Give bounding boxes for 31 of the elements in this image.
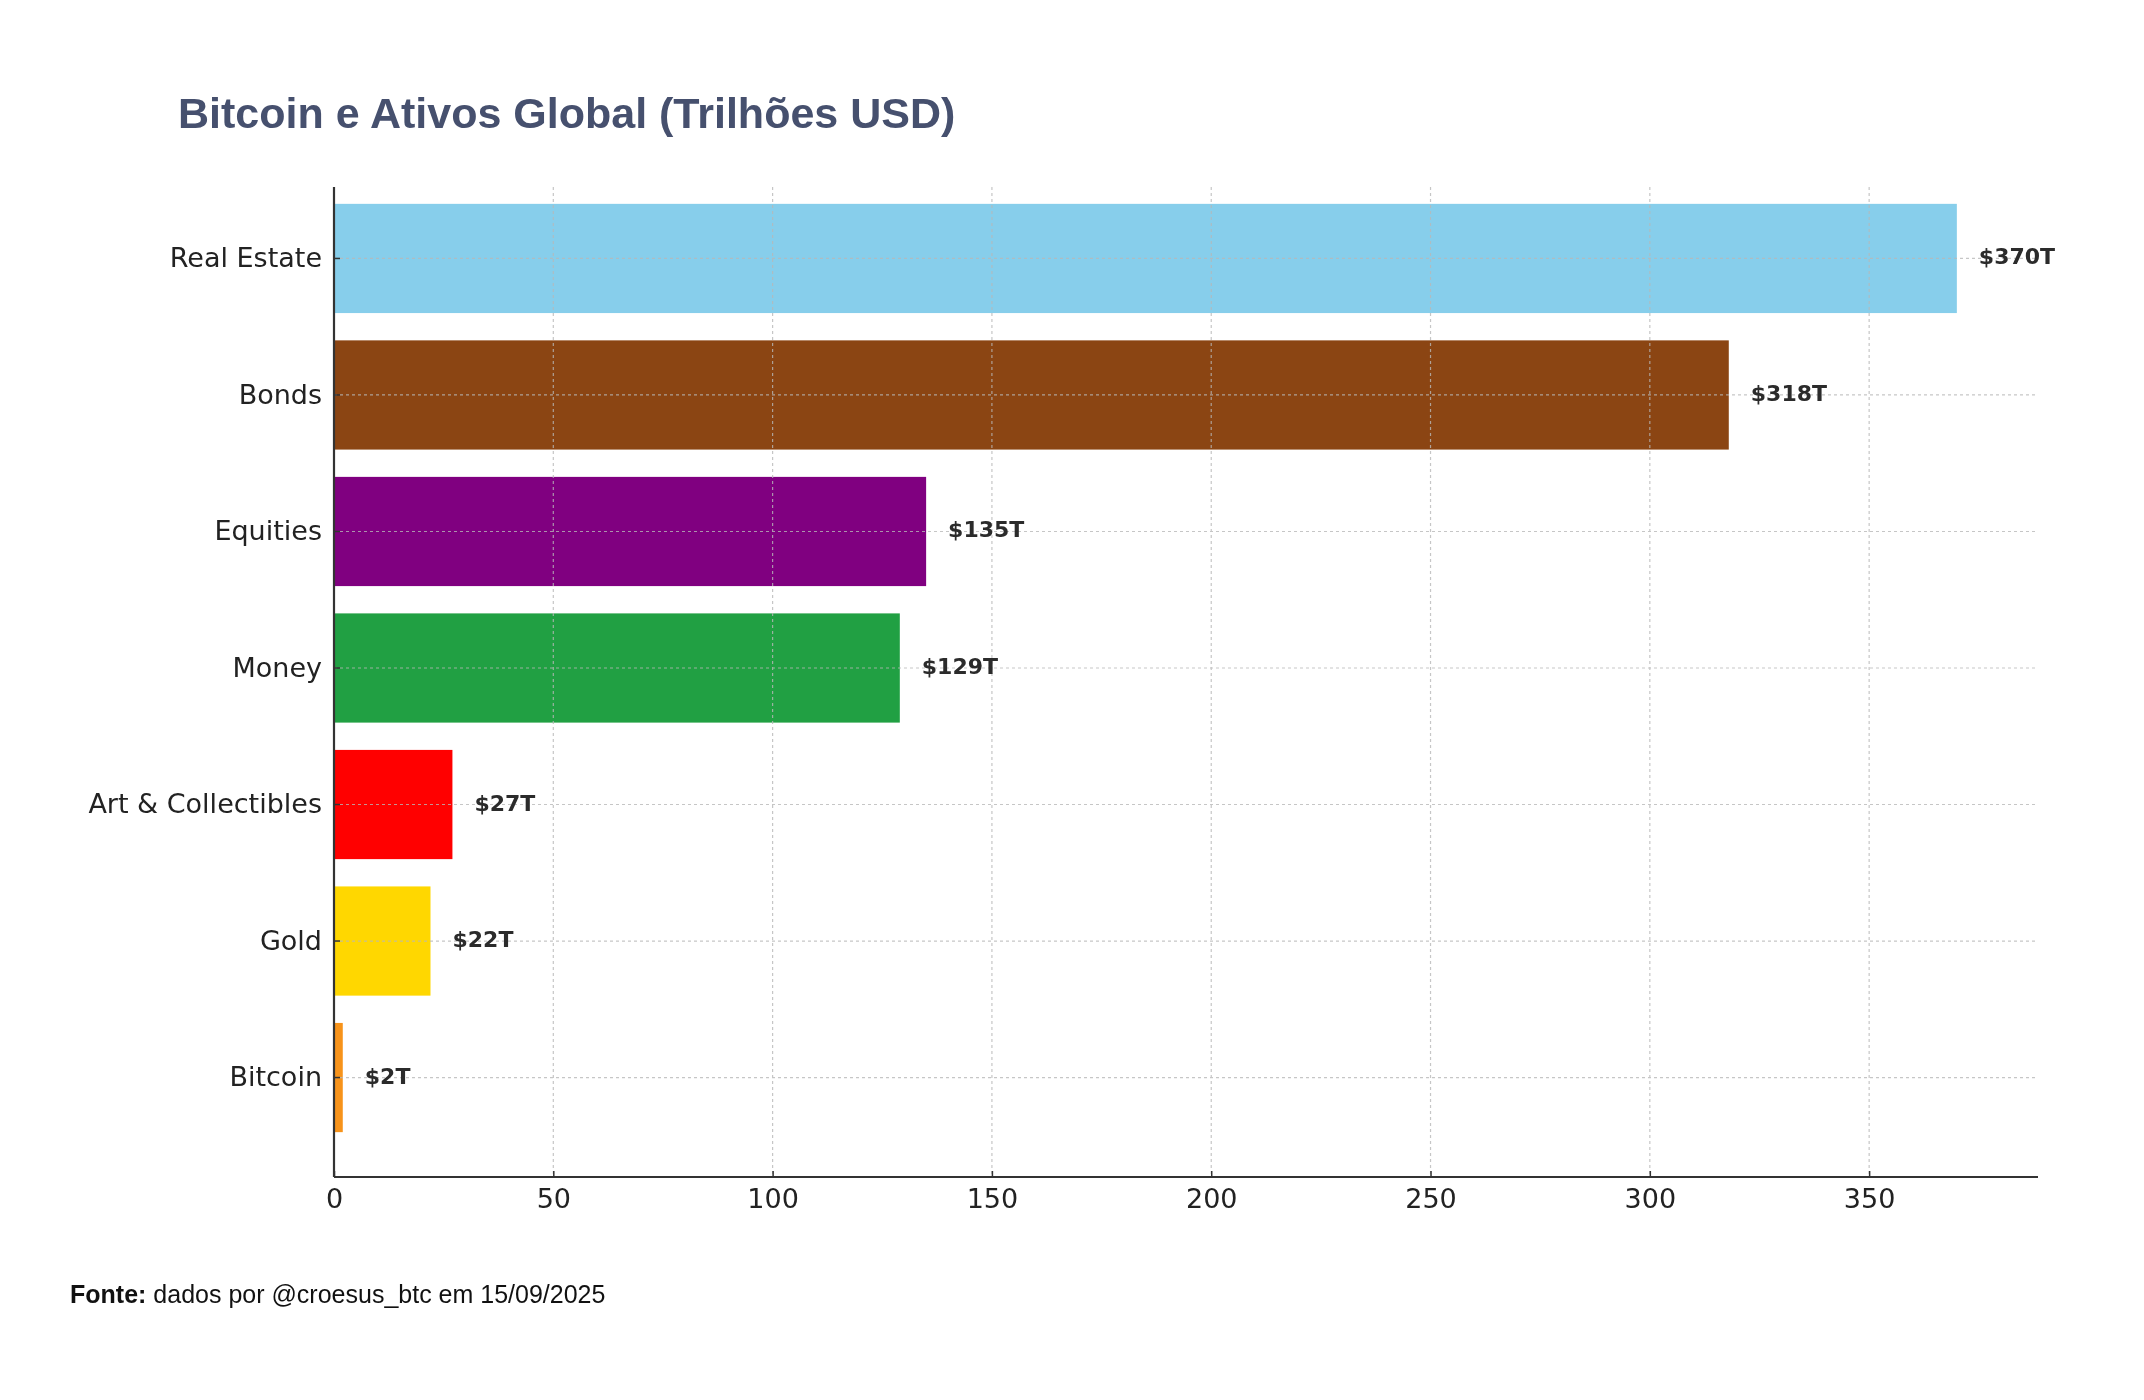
x-tick-label: 200 [1185, 1183, 1238, 1215]
data-label: $129T [921, 654, 999, 679]
y-tick-label: Real Estate [169, 242, 322, 274]
y-tick-label: Bonds [238, 378, 322, 410]
x-tick-label: 250 [1405, 1183, 1457, 1215]
data-label: $27T [474, 790, 536, 816]
chart-title: Bitcoin e Ativos Global (Trilhões USD) [178, 89, 956, 137]
y-tick-label: Equities [214, 515, 322, 547]
data-label: $2T [364, 1063, 411, 1089]
bar [334, 749, 453, 860]
x-tick-label: 350 [1843, 1183, 1896, 1215]
bar [334, 476, 927, 587]
x-tick-label: 50 [536, 1183, 571, 1215]
bar [334, 886, 431, 996]
data-label: $22T [452, 927, 514, 953]
data-label: $370T [1978, 244, 2056, 270]
y-tick-label: Money [232, 651, 323, 683]
bar [334, 340, 1729, 450]
data-label: $318T [1750, 380, 1828, 406]
source-note: Fonte: dados por @croesus_btc em 15/09/2025 [70, 1280, 606, 1308]
bar [334, 613, 900, 723]
bar [334, 203, 1957, 314]
y-tick-label: Bitcoin [229, 1061, 322, 1093]
x-tick-label: 0 [325, 1183, 344, 1215]
y-tick-label: Gold [259, 924, 322, 956]
x-tick-label: 150 [966, 1183, 1019, 1215]
data-label: $135T [948, 517, 1025, 543]
x-tick-label: 300 [1624, 1183, 1677, 1215]
y-tick-label: Art & Collectibles [88, 788, 322, 820]
x-tick-label: 100 [747, 1183, 799, 1215]
bar [334, 1022, 343, 1133]
